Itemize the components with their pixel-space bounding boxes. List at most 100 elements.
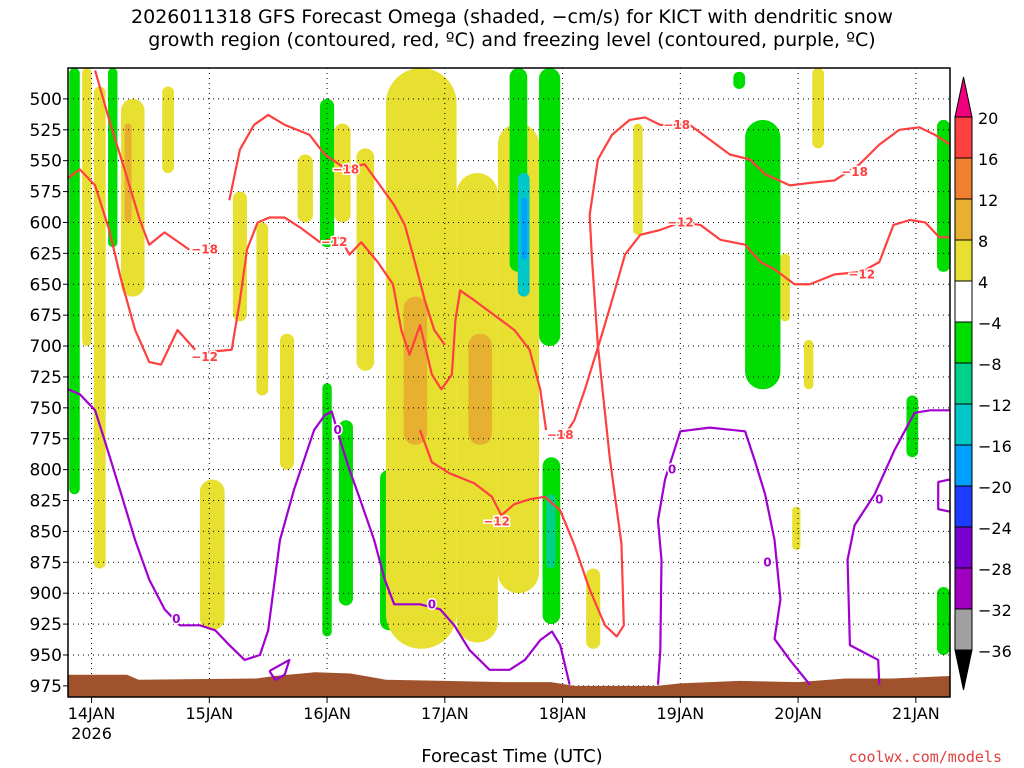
omega-shading [937, 587, 950, 655]
omega-shading [93, 86, 106, 569]
omega-shading [937, 119, 950, 272]
dgz-contour--18 [94, 70, 190, 251]
freezing-contour [846, 409, 950, 685]
omega-shading [745, 119, 781, 390]
omega-shading [733, 71, 746, 90]
freezing-contour [268, 658, 291, 681]
omega-shading [906, 395, 919, 458]
contour-label: −12 [321, 235, 348, 249]
colorbar-segment [954, 567, 973, 610]
colorbar-segment [954, 116, 973, 159]
freezing-contour [937, 478, 950, 513]
colorbar-label: 12 [978, 191, 998, 210]
y-tick-label: 650 [30, 275, 62, 295]
colorbar-segment [954, 157, 973, 200]
contour-label: 0 [172, 612, 180, 626]
colorbar-label: −24 [978, 519, 1012, 538]
colorbar-segment [954, 280, 973, 323]
y-tick-label: 675 [30, 306, 62, 326]
colorbar-label: −12 [978, 396, 1012, 415]
colorbar-segment [954, 198, 973, 241]
colorbar-segment [954, 239, 973, 282]
dgz-contour--12 [204, 216, 548, 431]
colorbar-label: −28 [978, 560, 1012, 579]
terrain [68, 672, 950, 697]
colorbar-segment [954, 321, 973, 364]
y-tick-label: 800 [30, 461, 62, 481]
y-tick-label: 550 [30, 152, 62, 172]
y-tick-label: 525 [30, 121, 62, 141]
omega-shading [633, 123, 643, 235]
contour-label: 0 [763, 555, 771, 569]
y-tick-label: 950 [30, 646, 62, 666]
y-tick-label: 700 [30, 337, 62, 357]
chart-title-line2: growth region (contoured, red, ºC) and f… [148, 29, 876, 51]
colorbar-label: −8 [978, 355, 1002, 374]
plot-area: −18 −18 −18 −18 −18 −12 −12 −12 −12 −12 0 0 0 0 0 0 [68, 68, 950, 697]
y-tick-label: 925 [30, 615, 62, 635]
colorbar-bottom-arrow [954, 649, 973, 691]
y-tick-label: 850 [30, 522, 62, 542]
omega-shading [279, 333, 295, 470]
y-tick-label: 875 [30, 553, 62, 573]
omega-shading [232, 191, 247, 322]
colorbar-segment [954, 362, 973, 405]
y-tick-label: 575 [30, 183, 62, 203]
omega-shading [124, 123, 132, 223]
omega-shading [256, 222, 269, 396]
dgz-contour--18 [228, 113, 446, 346]
y-tick-label: 825 [30, 492, 62, 512]
y-tick-label: 600 [30, 213, 62, 233]
colorbar-label: 20 [978, 109, 998, 128]
omega-shading [356, 148, 375, 371]
colorbar-top-arrow [954, 76, 973, 118]
colorbar-label: 8 [978, 232, 988, 251]
contour-label: −12 [667, 215, 694, 229]
omega-shading [199, 479, 225, 631]
y-tick-label: 975 [30, 677, 62, 697]
x-tick-label: 21JAN [892, 704, 940, 723]
credit-link[interactable]: coolwx.com/models [848, 748, 1002, 766]
colorbar-segment [954, 403, 973, 446]
x-tick-sublabel: 2026 [71, 724, 112, 743]
omega-shading [468, 333, 492, 445]
chart-title-line1: 2026011318 GFS Forecast Omega (shaded, −… [131, 6, 893, 28]
colorbar-label: −32 [978, 601, 1012, 620]
colorbar-label: −4 [978, 314, 1002, 333]
omega-shading [521, 197, 528, 260]
x-tick-label: 15JAN [185, 704, 233, 723]
contour-label: −12 [191, 350, 218, 364]
omega-shading [792, 506, 801, 550]
y-tick-label: 775 [30, 430, 62, 450]
colorbar-segment [954, 444, 973, 487]
omega-shading [539, 68, 561, 347]
contour-label: −18 [547, 428, 574, 442]
omega-shading [334, 123, 351, 223]
y-tick-label: 750 [30, 399, 62, 419]
omega-shading [803, 339, 814, 390]
x-tick-label: 19JAN [656, 704, 704, 723]
omega-shading [69, 68, 80, 495]
omega-shading [403, 296, 428, 445]
colorbar-label: −16 [978, 437, 1012, 456]
colorbar-label: −36 [978, 642, 1012, 661]
dgz-contour--12 [419, 214, 625, 638]
contour-label: −18 [333, 162, 360, 176]
x-tick-label: 16JAN [303, 704, 351, 723]
colorbar-label: 4 [978, 273, 988, 292]
omega-shading [812, 68, 824, 149]
freezing-contour [68, 388, 571, 685]
contour-label: −18 [841, 165, 868, 179]
omega-shading [82, 68, 92, 347]
x-tick-label: 18JAN [539, 704, 587, 723]
contour-label: −12 [483, 515, 510, 529]
x-tick-label: 20JAN [774, 704, 822, 723]
dgz-contour--18 [588, 116, 950, 216]
y-tick-label: 500 [30, 90, 62, 110]
contour-label: 0 [875, 492, 883, 506]
contour-label: −18 [663, 118, 690, 132]
colorbar-segment [954, 608, 973, 651]
contour-label: −18 [191, 243, 218, 257]
x-axis-label: Forecast Time (UTC) [421, 746, 603, 767]
